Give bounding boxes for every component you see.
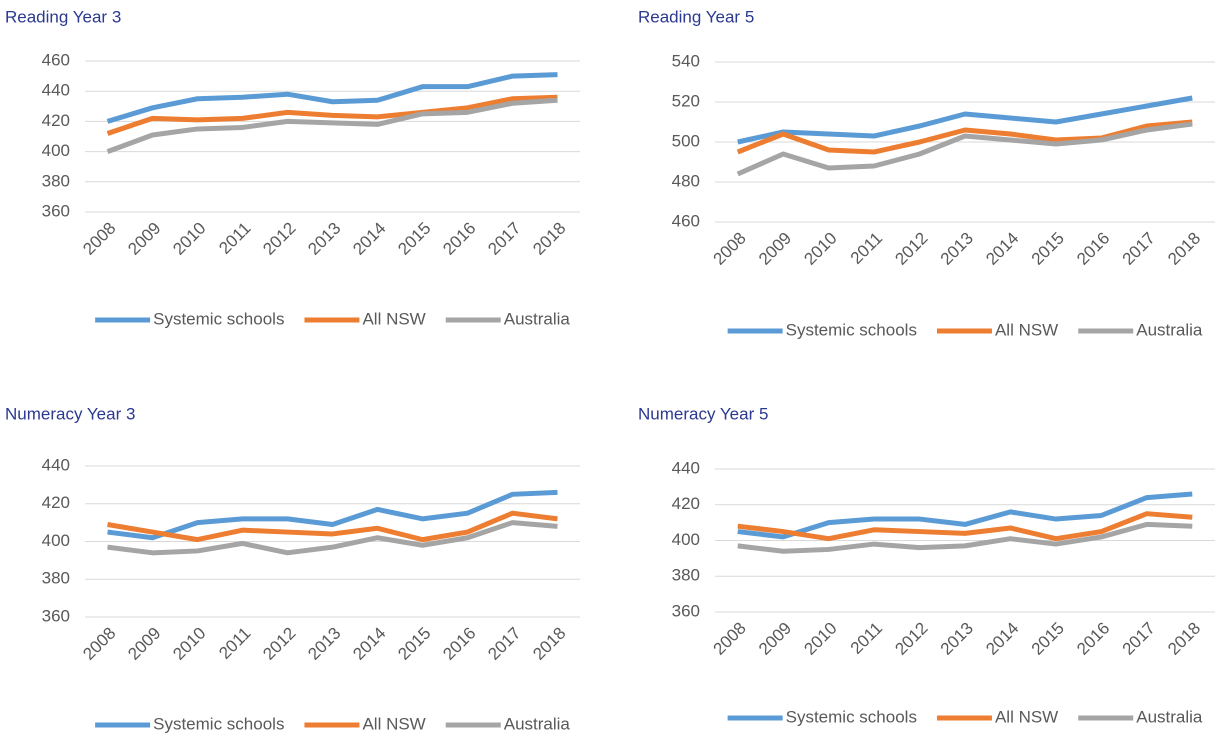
x-tick-label: 2010 <box>169 219 209 259</box>
series-line <box>106 72 558 124</box>
legend-label: All NSW <box>995 320 1058 339</box>
series-line <box>107 489 558 541</box>
y-tick-label: 440 <box>672 458 700 477</box>
legend-label: Australia <box>1136 320 1203 339</box>
x-tick-label: 2013 <box>304 624 344 664</box>
legend: Systemic schools All NSW Australia <box>727 320 1203 339</box>
y-tick-label: 360 <box>42 606 70 625</box>
legend: Systemic schools All NSW Australia <box>95 309 570 328</box>
y-tick-label: 420 <box>672 494 700 513</box>
x-tick-label: 2012 <box>259 624 299 664</box>
x-tick-label: 2010 <box>800 229 840 269</box>
y-tick-label: 440 <box>42 81 70 100</box>
y-tick-label: 540 <box>672 51 700 70</box>
series-line <box>737 95 1193 145</box>
x-tick-label: 2010 <box>169 624 209 664</box>
y-tick-label: 400 <box>672 530 700 549</box>
series-line <box>107 520 558 556</box>
x-tick-label: 2008 <box>79 624 119 664</box>
y-tick-label: 500 <box>672 131 700 150</box>
x-tick-label: 2018 <box>1164 229 1204 269</box>
x-tick-label: 2016 <box>439 219 479 259</box>
legend-label: Systemic schools <box>153 309 284 328</box>
x-tick-label: 2013 <box>304 219 344 259</box>
x-tick-label: 2014 <box>982 619 1022 659</box>
legend-label: All NSW <box>995 707 1058 726</box>
x-tick-label: 2010 <box>800 619 840 659</box>
x-tick-label: 2009 <box>755 229 795 269</box>
x-tick-label: 2008 <box>79 219 119 259</box>
x-tick-label: 2017 <box>484 624 524 664</box>
y-tick-label: 400 <box>42 531 70 550</box>
x-tick-label: 2011 <box>215 219 254 258</box>
x-tick-label: 2018 <box>1164 619 1204 659</box>
x-tick-label: 2012 <box>259 219 299 259</box>
series-line <box>106 97 558 154</box>
chart-title: Reading Year 3 <box>5 7 121 26</box>
x-tick-label: 2014 <box>349 624 389 664</box>
y-tick-label: 520 <box>672 91 700 110</box>
y-tick-label: 380 <box>672 566 700 585</box>
x-tick-label: 2014 <box>982 229 1022 269</box>
x-tick-label: 2009 <box>124 624 164 664</box>
x-tick-label: 2017 <box>484 219 524 259</box>
legend-label: Systemic schools <box>153 714 284 733</box>
y-tick-label: 460 <box>672 211 700 230</box>
y-tick-label: 360 <box>42 201 70 220</box>
y-tick-label: 420 <box>42 111 70 130</box>
y-tick-label: 400 <box>42 141 70 160</box>
x-tick-label: 2016 <box>439 624 479 664</box>
x-tick-label: 2018 <box>529 624 569 664</box>
y-tick-label: 360 <box>672 601 700 620</box>
x-tick-label: 2009 <box>755 619 795 659</box>
x-tick-label: 2008 <box>710 229 750 269</box>
series-line <box>106 94 558 136</box>
y-tick-label: 440 <box>42 455 70 474</box>
legend-label: Systemic schools <box>786 707 917 726</box>
chart-title: Numeracy Year 5 <box>638 404 768 423</box>
x-tick-label: 2017 <box>1119 619 1159 659</box>
x-tick-label: 2016 <box>1073 229 1113 269</box>
legend-label: Systemic schools <box>786 320 917 339</box>
x-tick-label: 2013 <box>937 619 977 659</box>
legend-label: Australia <box>504 714 571 733</box>
legend-label: Australia <box>504 309 571 328</box>
legend-label: All NSW <box>362 714 425 733</box>
x-tick-label: 2012 <box>891 229 931 269</box>
y-tick-label: 480 <box>672 171 700 190</box>
x-tick-label: 2013 <box>937 229 977 269</box>
legend: Systemic schools All NSW Australia <box>727 707 1203 726</box>
legend-label: Australia <box>1136 707 1203 726</box>
x-tick-label: 2012 <box>891 619 931 659</box>
series-line <box>737 491 1193 540</box>
y-tick-label: 380 <box>42 171 70 190</box>
series-line <box>737 511 1193 542</box>
legend-label: All NSW <box>362 309 425 328</box>
x-tick-label: 2015 <box>394 624 434 664</box>
y-tick-label: 380 <box>42 569 70 588</box>
series-line <box>737 521 1193 554</box>
series-line <box>736 119 1193 155</box>
x-tick-label: 2009 <box>124 219 164 259</box>
series-line <box>107 510 558 543</box>
x-tick-label: 2017 <box>1119 229 1159 269</box>
chart-title: Reading Year 5 <box>638 7 754 26</box>
x-tick-label: 2018 <box>529 219 569 259</box>
x-tick-label: 2011 <box>847 229 886 268</box>
chart-title: Numeracy Year 3 <box>5 404 135 423</box>
x-tick-label: 2008 <box>710 619 750 659</box>
x-tick-label: 2014 <box>349 219 389 259</box>
x-tick-label: 2011 <box>215 624 254 663</box>
series-line <box>736 121 1193 177</box>
x-tick-label: 2015 <box>1028 619 1068 659</box>
x-tick-label: 2015 <box>394 219 434 259</box>
y-tick-label: 460 <box>42 50 70 69</box>
x-tick-label: 2011 <box>847 619 886 658</box>
x-tick-label: 2016 <box>1073 619 1113 659</box>
legend: Systemic schools All NSW Australia <box>95 714 570 733</box>
x-tick-label: 2015 <box>1028 229 1068 269</box>
y-tick-label: 420 <box>42 493 70 512</box>
